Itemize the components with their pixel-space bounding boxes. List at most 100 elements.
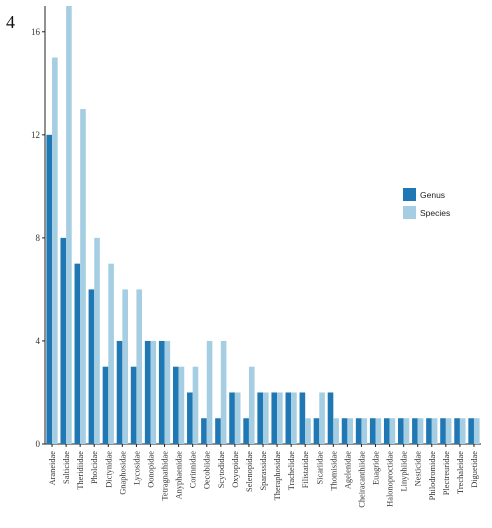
bar-genus-sparassidae (257, 392, 263, 444)
bar-species-lycosidae (136, 289, 143, 444)
bar-genus-salticidae (60, 237, 67, 444)
bar-genus-filistatidae (299, 392, 306, 444)
bar-genus-oxyopidae (229, 392, 235, 444)
x-tick-label: Pholcidae (90, 451, 99, 484)
bar-species-anyphaenidae (178, 366, 185, 444)
bar-species-oecobiidae (206, 340, 213, 444)
bar-genus-oonopidae (144, 340, 151, 444)
bar-species-selenopidae (248, 366, 255, 444)
x-tick-label: Dictynidae (104, 451, 113, 488)
plot-area: 0 4 8 12 16 Araneidae Salticidae Theridiidae Pho… (31, 6, 481, 508)
x-tick-label: Corinnidae (189, 451, 198, 488)
bar-species-sparassidae (263, 392, 269, 444)
x-tick-label: Trachelidae (287, 451, 296, 491)
bar-species-salticidae (66, 6, 72, 444)
bar-species-sicariidae (319, 392, 325, 444)
x-tick-label: Thomisidae (329, 451, 338, 491)
x-tick-label: Lycosidae (132, 451, 141, 485)
bar-species-trachelidae (291, 392, 297, 444)
y-tick-label: 4 (36, 336, 41, 346)
bar-species-corinnidae (192, 366, 199, 444)
bar-genus-araneidae (46, 134, 53, 444)
bar-genus-cheiracanthiidae (355, 418, 362, 444)
legend: Genus Species (403, 188, 450, 219)
bar-species-tetragnathidae (164, 340, 171, 444)
bar-genus-nesticidae (412, 418, 418, 444)
bar-genus-tetragnathidae (158, 340, 165, 444)
x-tick-label: Araneidae (48, 451, 57, 486)
bar-genus-halonoproctidae (383, 418, 390, 444)
bar-species-oxyopidae (234, 392, 241, 444)
bar-species-agelenidae (347, 418, 354, 444)
bar-genus-oecobiidae (201, 418, 207, 444)
x-tick-label: Agelenidae (343, 451, 352, 489)
bar-species-euagridae (375, 418, 382, 444)
bar-species-theridiidae (80, 109, 86, 444)
bar-genus-linyphiidae (398, 418, 404, 444)
bar-species-trechaleidae (459, 418, 466, 444)
bar-genus-trechaleidae (454, 418, 460, 444)
bar-genus-theraphosidae (271, 392, 278, 444)
bar-genus-plectreuridae (440, 418, 446, 444)
x-tick-label: Anyphaenidae (175, 451, 184, 500)
x-tick-label: Philodromidae (428, 451, 437, 501)
bar-species-pholcidae (94, 237, 100, 444)
bar-species-thomisidae (333, 418, 339, 444)
bar-genus-gnaphosidae (116, 340, 123, 444)
x-tick-label: Oecobiidae (203, 451, 212, 489)
legend-swatch-genus (403, 188, 416, 201)
bar-species-halonoproctidae (389, 418, 396, 444)
bar-genus-anyphaenidae (172, 366, 179, 444)
bar-genus-scytodidae (215, 418, 221, 444)
x-tick-label: Sicariidae (315, 451, 324, 485)
x-tick-label: Theraphosidae (273, 451, 282, 501)
x-tick-label: Linyphiidae (400, 451, 409, 492)
y-tick-label: 0 (36, 439, 41, 449)
y-tick-label: 16 (31, 27, 41, 37)
bar-genus-sicariidae (313, 418, 320, 444)
bar-species-dictynidae (108, 263, 114, 444)
x-tick-label: Sparassidae (259, 451, 268, 491)
x-tick-label: Cheiracanthiidae (357, 451, 366, 508)
x-tick-label: Tetragnathidae (161, 451, 170, 501)
bar-genus-corinnidae (187, 392, 193, 444)
bar-species-cheiracanthiidae (361, 418, 368, 444)
bar-species-plectreuridae (445, 418, 452, 444)
bar-species-theraphosidae (277, 392, 283, 444)
legend-swatch-species (403, 206, 416, 219)
bar-genus-dictynidae (102, 366, 109, 444)
legend-label-species: Species (420, 208, 450, 218)
y-tick-label: 12 (31, 130, 40, 140)
bar-species-scytodidae (220, 340, 227, 444)
y-tick-label: 8 (36, 233, 41, 243)
bar-genus-pholcidae (88, 289, 95, 444)
bar-species-nesticidae (417, 418, 424, 444)
x-tick-label: Salticidae (62, 451, 71, 484)
x-tick-label: Oonopidae (146, 451, 155, 488)
legend-label-genus: Genus (420, 190, 445, 200)
panel-label: 4 (6, 12, 15, 32)
bar-species-linyphiidae (403, 418, 410, 444)
bar-species-filistatidae (305, 418, 311, 444)
x-tick-label: Oxyopidae (231, 451, 240, 488)
x-tick-label: Halonoproctidae (386, 451, 395, 507)
bar-genus-diguetidae (468, 418, 474, 444)
x-tick-label: Plectreuridae (442, 451, 451, 495)
x-tick-label: Scytodidae (217, 451, 226, 488)
x-tick-label: Gnaphosidae (118, 451, 127, 495)
x-tick-label: Nesticidae (414, 451, 423, 487)
bar-genus-lycosidae (130, 366, 137, 444)
bar-genus-selenopidae (243, 418, 249, 444)
x-tick-label: Euagridae (372, 451, 381, 485)
bar-species-philodromidae (431, 418, 438, 444)
x-tick-label: Diguetidae (470, 451, 479, 488)
bar-species-araneidae (52, 57, 58, 444)
x-tick-label: Selenopidae (245, 451, 254, 492)
bar-genus-agelenidae (341, 418, 348, 444)
bar-genus-philodromidae (426, 418, 432, 444)
x-tick-label: Theridiidae (76, 451, 85, 490)
bar-species-diguetidae (473, 418, 480, 444)
bar-genus-trachelidae (285, 392, 292, 444)
bar-genus-euagridae (369, 418, 376, 444)
